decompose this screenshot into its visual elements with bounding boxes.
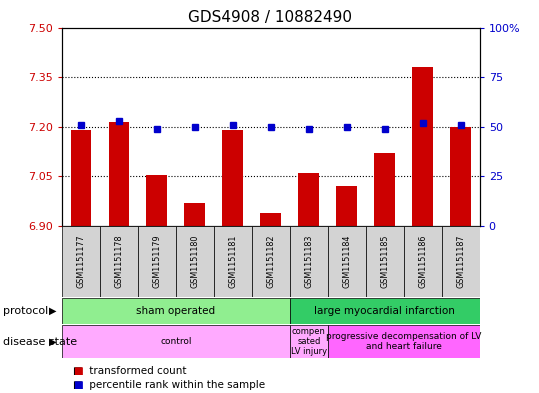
Text: compen
sated
LV injury: compen sated LV injury <box>291 327 327 356</box>
Text: GSM1151184: GSM1151184 <box>342 235 351 288</box>
Text: ■  transformed count: ■ transformed count <box>73 366 186 376</box>
Bar <box>442 226 480 297</box>
Text: GDS4908 / 10882490: GDS4908 / 10882490 <box>188 10 351 25</box>
Bar <box>374 153 395 226</box>
Text: GSM1151185: GSM1151185 <box>381 235 389 288</box>
Text: ▶: ▶ <box>49 306 56 316</box>
Bar <box>336 186 357 226</box>
Bar <box>62 226 100 297</box>
Bar <box>138 226 176 297</box>
Text: control: control <box>160 337 192 346</box>
Text: ▶: ▶ <box>49 336 56 347</box>
Text: GSM1151180: GSM1151180 <box>190 235 199 288</box>
Text: ■  percentile rank within the sample: ■ percentile rank within the sample <box>73 380 265 390</box>
Text: GSM1151182: GSM1151182 <box>266 235 275 288</box>
Bar <box>108 122 129 226</box>
Text: GSM1151178: GSM1151178 <box>114 235 123 288</box>
Text: GSM1151181: GSM1151181 <box>229 235 237 288</box>
Bar <box>62 325 290 358</box>
Bar <box>404 226 442 297</box>
Text: GSM1151177: GSM1151177 <box>77 235 86 288</box>
Text: ■: ■ <box>73 366 83 376</box>
Bar <box>290 325 328 358</box>
Text: disease state: disease state <box>3 336 77 347</box>
Text: large myocardial infarction: large myocardial infarction <box>314 306 455 316</box>
Bar <box>147 175 168 226</box>
Bar <box>223 130 243 226</box>
Bar <box>260 213 281 226</box>
Bar <box>71 130 92 226</box>
Bar <box>290 226 328 297</box>
Text: GSM1151183: GSM1151183 <box>305 235 313 288</box>
Text: GSM1151186: GSM1151186 <box>418 235 427 288</box>
Text: sham operated: sham operated <box>136 306 216 316</box>
Bar <box>252 226 290 297</box>
Text: GSM1151179: GSM1151179 <box>153 235 161 288</box>
Bar <box>328 325 480 358</box>
Text: GSM1151187: GSM1151187 <box>456 235 465 288</box>
Bar <box>214 226 252 297</box>
Text: ■: ■ <box>73 380 83 390</box>
Bar <box>184 203 205 226</box>
Bar <box>290 298 480 324</box>
Bar <box>100 226 138 297</box>
Bar <box>299 173 319 226</box>
Bar <box>450 127 471 226</box>
Bar <box>412 67 433 226</box>
Bar <box>328 226 366 297</box>
Text: protocol: protocol <box>3 306 48 316</box>
Bar <box>176 226 214 297</box>
Bar <box>366 226 404 297</box>
Text: progressive decompensation of LV
and heart failure: progressive decompensation of LV and hea… <box>326 332 481 351</box>
Bar <box>62 298 290 324</box>
